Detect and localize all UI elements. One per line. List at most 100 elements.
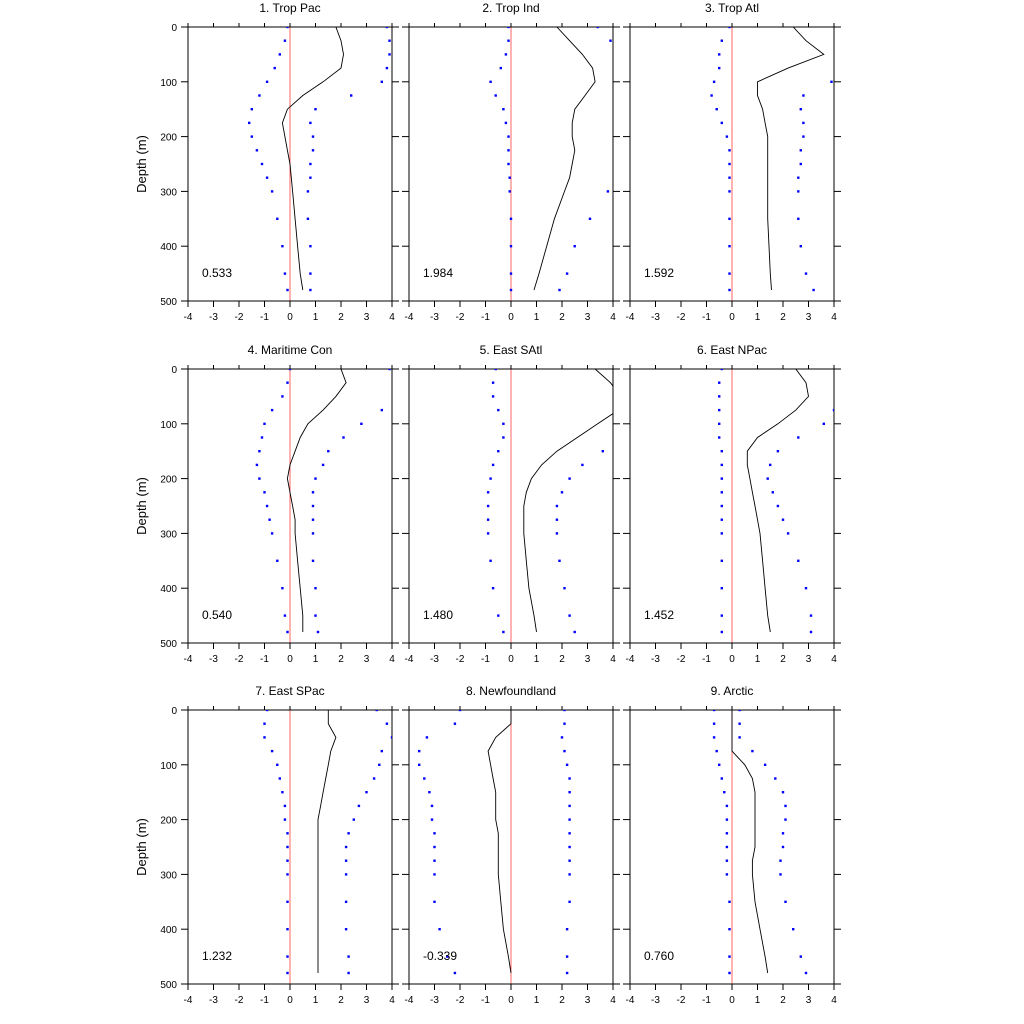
bound-dot	[288, 369, 292, 371]
bound-dot	[720, 369, 723, 371]
bound-dot	[781, 791, 785, 794]
x-tick-label: 0	[508, 312, 514, 323]
x-tick-label: 2	[338, 312, 344, 323]
plot-data	[418, 710, 571, 975]
bound-dot	[270, 408, 274, 412]
panel-annotation: 1.452	[644, 608, 674, 622]
x-tick-label: 1	[313, 654, 319, 665]
bound-dot	[344, 845, 348, 849]
bound-dot	[281, 587, 284, 590]
x-tick-label: -3	[651, 312, 660, 323]
bound-dot	[433, 873, 436, 876]
x-tick-label: -4	[626, 654, 635, 665]
plot-data	[489, 27, 612, 292]
bound-dot	[563, 749, 566, 753]
bound-dot	[560, 736, 564, 739]
bound-dot	[309, 176, 312, 179]
bound-dot	[555, 518, 559, 521]
panel-title: 8. Newfoundland	[466, 684, 556, 698]
bound-dot	[797, 190, 800, 193]
x-tick-label: 0	[287, 312, 293, 323]
x-tick-label: -3	[209, 654, 218, 665]
bound-dot	[433, 859, 436, 862]
mean-profile-line	[286, 369, 347, 632]
y-tick-label: 300	[160, 870, 177, 881]
bound-dot	[314, 587, 317, 590]
bound-dot	[799, 955, 802, 958]
panel-annotation: 1.232	[202, 949, 232, 963]
panel-annotation: -0.339	[423, 949, 457, 963]
x-tick-label: -1	[702, 995, 711, 1006]
bound-dot	[347, 955, 350, 958]
x-tick-label: -1	[702, 654, 711, 665]
x-tick-label: 3	[806, 312, 812, 323]
bound-dot	[563, 722, 566, 725]
bound-dot	[738, 736, 741, 739]
bound-dot	[784, 804, 787, 808]
plot-data	[486, 369, 613, 634]
bound-dot	[509, 245, 513, 248]
x-tick-label: -4	[626, 312, 635, 323]
y-axis-label: Depth (m)	[134, 135, 149, 193]
plot-data	[263, 710, 392, 975]
bound-dot	[728, 27, 731, 29]
x-tick-label: 0	[287, 995, 293, 1006]
mean-profile-line	[731, 710, 769, 974]
bound-dot	[388, 53, 391, 56]
bound-dot	[763, 763, 767, 766]
bound-dot	[568, 818, 571, 821]
bound-dot	[380, 80, 383, 83]
bound-dot	[507, 149, 510, 152]
x-tick-label: 3	[585, 654, 591, 665]
bound-dot	[720, 463, 723, 467]
bound-dot	[418, 749, 421, 753]
bound-dot	[306, 217, 310, 220]
x-tick-label: -1	[481, 654, 490, 665]
bound-dot	[286, 845, 289, 849]
bound-dot	[784, 818, 787, 821]
x-tick-label: 0	[729, 312, 735, 323]
bound-dot	[720, 477, 723, 480]
panel-title: 6. East NPac	[697, 343, 767, 357]
x-tick-label: -3	[651, 654, 660, 665]
bound-dot	[352, 818, 355, 821]
x-tick-label: -4	[626, 995, 635, 1006]
x-tick-label: 3	[364, 312, 370, 323]
x-tick-label: -2	[456, 312, 465, 323]
y-tick-label: 200	[160, 816, 177, 827]
bound-dot	[720, 491, 723, 494]
y-tick-label: 0	[171, 23, 177, 34]
bound-dot	[385, 722, 389, 725]
bound-dot	[430, 804, 434, 808]
panel-1: 1. Trop Pac -4 -3 -2 -1 0 1 2 3 4 0 100 200 300 400 500…	[134, 1, 399, 323]
bound-dot	[286, 630, 289, 634]
bound-dot	[502, 436, 505, 439]
bound-dot	[265, 176, 269, 179]
bound-dot	[321, 463, 325, 467]
bound-dot	[311, 559, 315, 562]
panel-title: 7. East SPac	[255, 684, 324, 698]
bound-dot	[774, 777, 777, 780]
bound-dot	[344, 900, 348, 903]
bound-dot	[276, 559, 279, 562]
bound-dot	[453, 722, 457, 725]
bound-dot	[558, 559, 561, 562]
x-tick-label: 0	[508, 995, 514, 1006]
bound-dot	[502, 630, 505, 634]
bound-dot	[497, 614, 500, 617]
mean-profile-line	[487, 710, 512, 974]
bound-dot	[388, 39, 391, 42]
panel-2: 2. Trop Ind -4 -3 -2 -1 0 1 2 3 4 1.984	[402, 1, 620, 323]
bound-dot	[255, 463, 259, 467]
x-tick-label: 0	[508, 654, 514, 665]
x-tick-label: -1	[260, 995, 269, 1006]
bound-dot	[568, 777, 571, 780]
bound-dot	[314, 108, 317, 111]
bound-dot	[728, 217, 731, 220]
bound-dot	[508, 190, 511, 193]
plot-data	[712, 710, 808, 975]
bound-dot	[507, 135, 510, 138]
bound-dot	[555, 504, 559, 508]
bound-dot	[718, 66, 721, 70]
panel-title: 1. Trop Pac	[259, 1, 320, 15]
